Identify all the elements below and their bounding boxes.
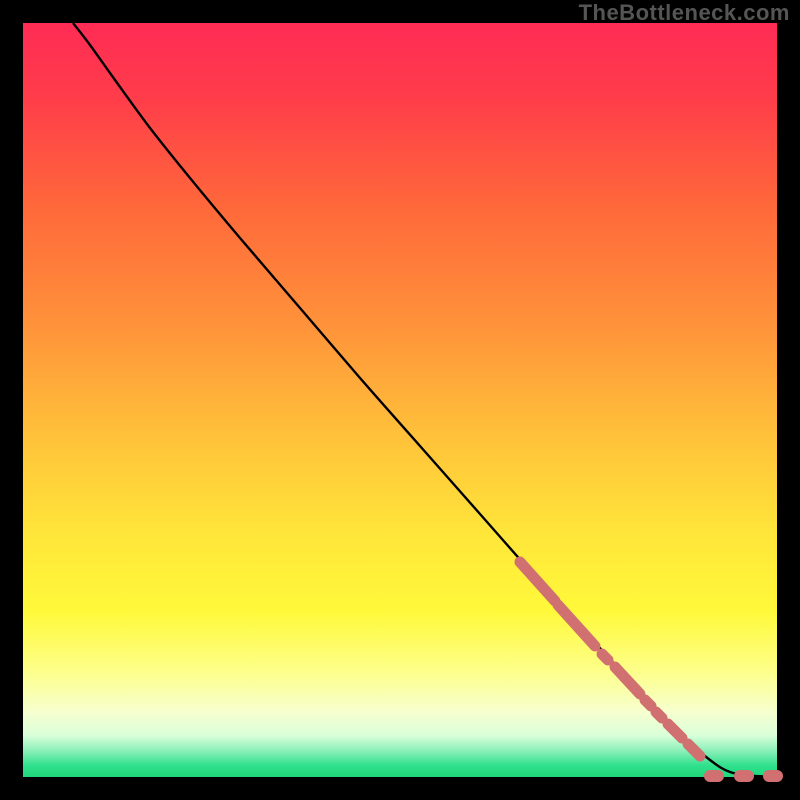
dash-segment bbox=[602, 654, 608, 660]
dash-segment bbox=[645, 700, 651, 706]
plot-background bbox=[23, 23, 777, 777]
canvas-root: TheBottleneck.com bbox=[0, 0, 800, 800]
dash-segment bbox=[656, 712, 662, 718]
chart-svg bbox=[0, 0, 800, 800]
watermark-text: TheBottleneck.com bbox=[579, 0, 790, 26]
